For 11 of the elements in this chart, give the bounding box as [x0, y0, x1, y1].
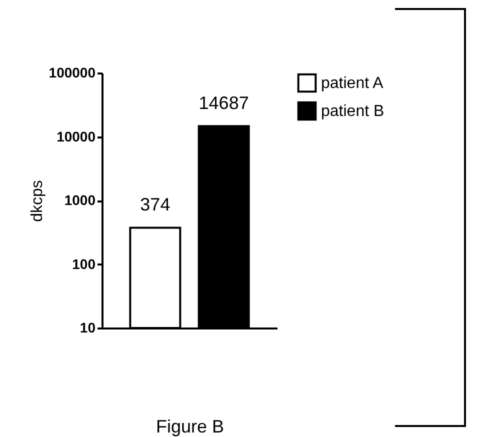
- y-tick-label: 10000: [56, 128, 96, 144]
- data-label: 14687: [198, 93, 249, 114]
- y-tick-label: 100000: [48, 64, 96, 80]
- legend-label: patient B: [321, 103, 384, 120]
- x-axis-title: Figure B: [156, 416, 224, 436]
- y-axis-title: dkcps: [28, 180, 46, 222]
- y-tick-label: 100: [72, 256, 96, 272]
- legend-label: patient A: [321, 75, 384, 92]
- y-tick-label: 10: [80, 320, 96, 336]
- data-label: 374: [140, 194, 170, 215]
- y-tick-label: 1000: [64, 192, 96, 208]
